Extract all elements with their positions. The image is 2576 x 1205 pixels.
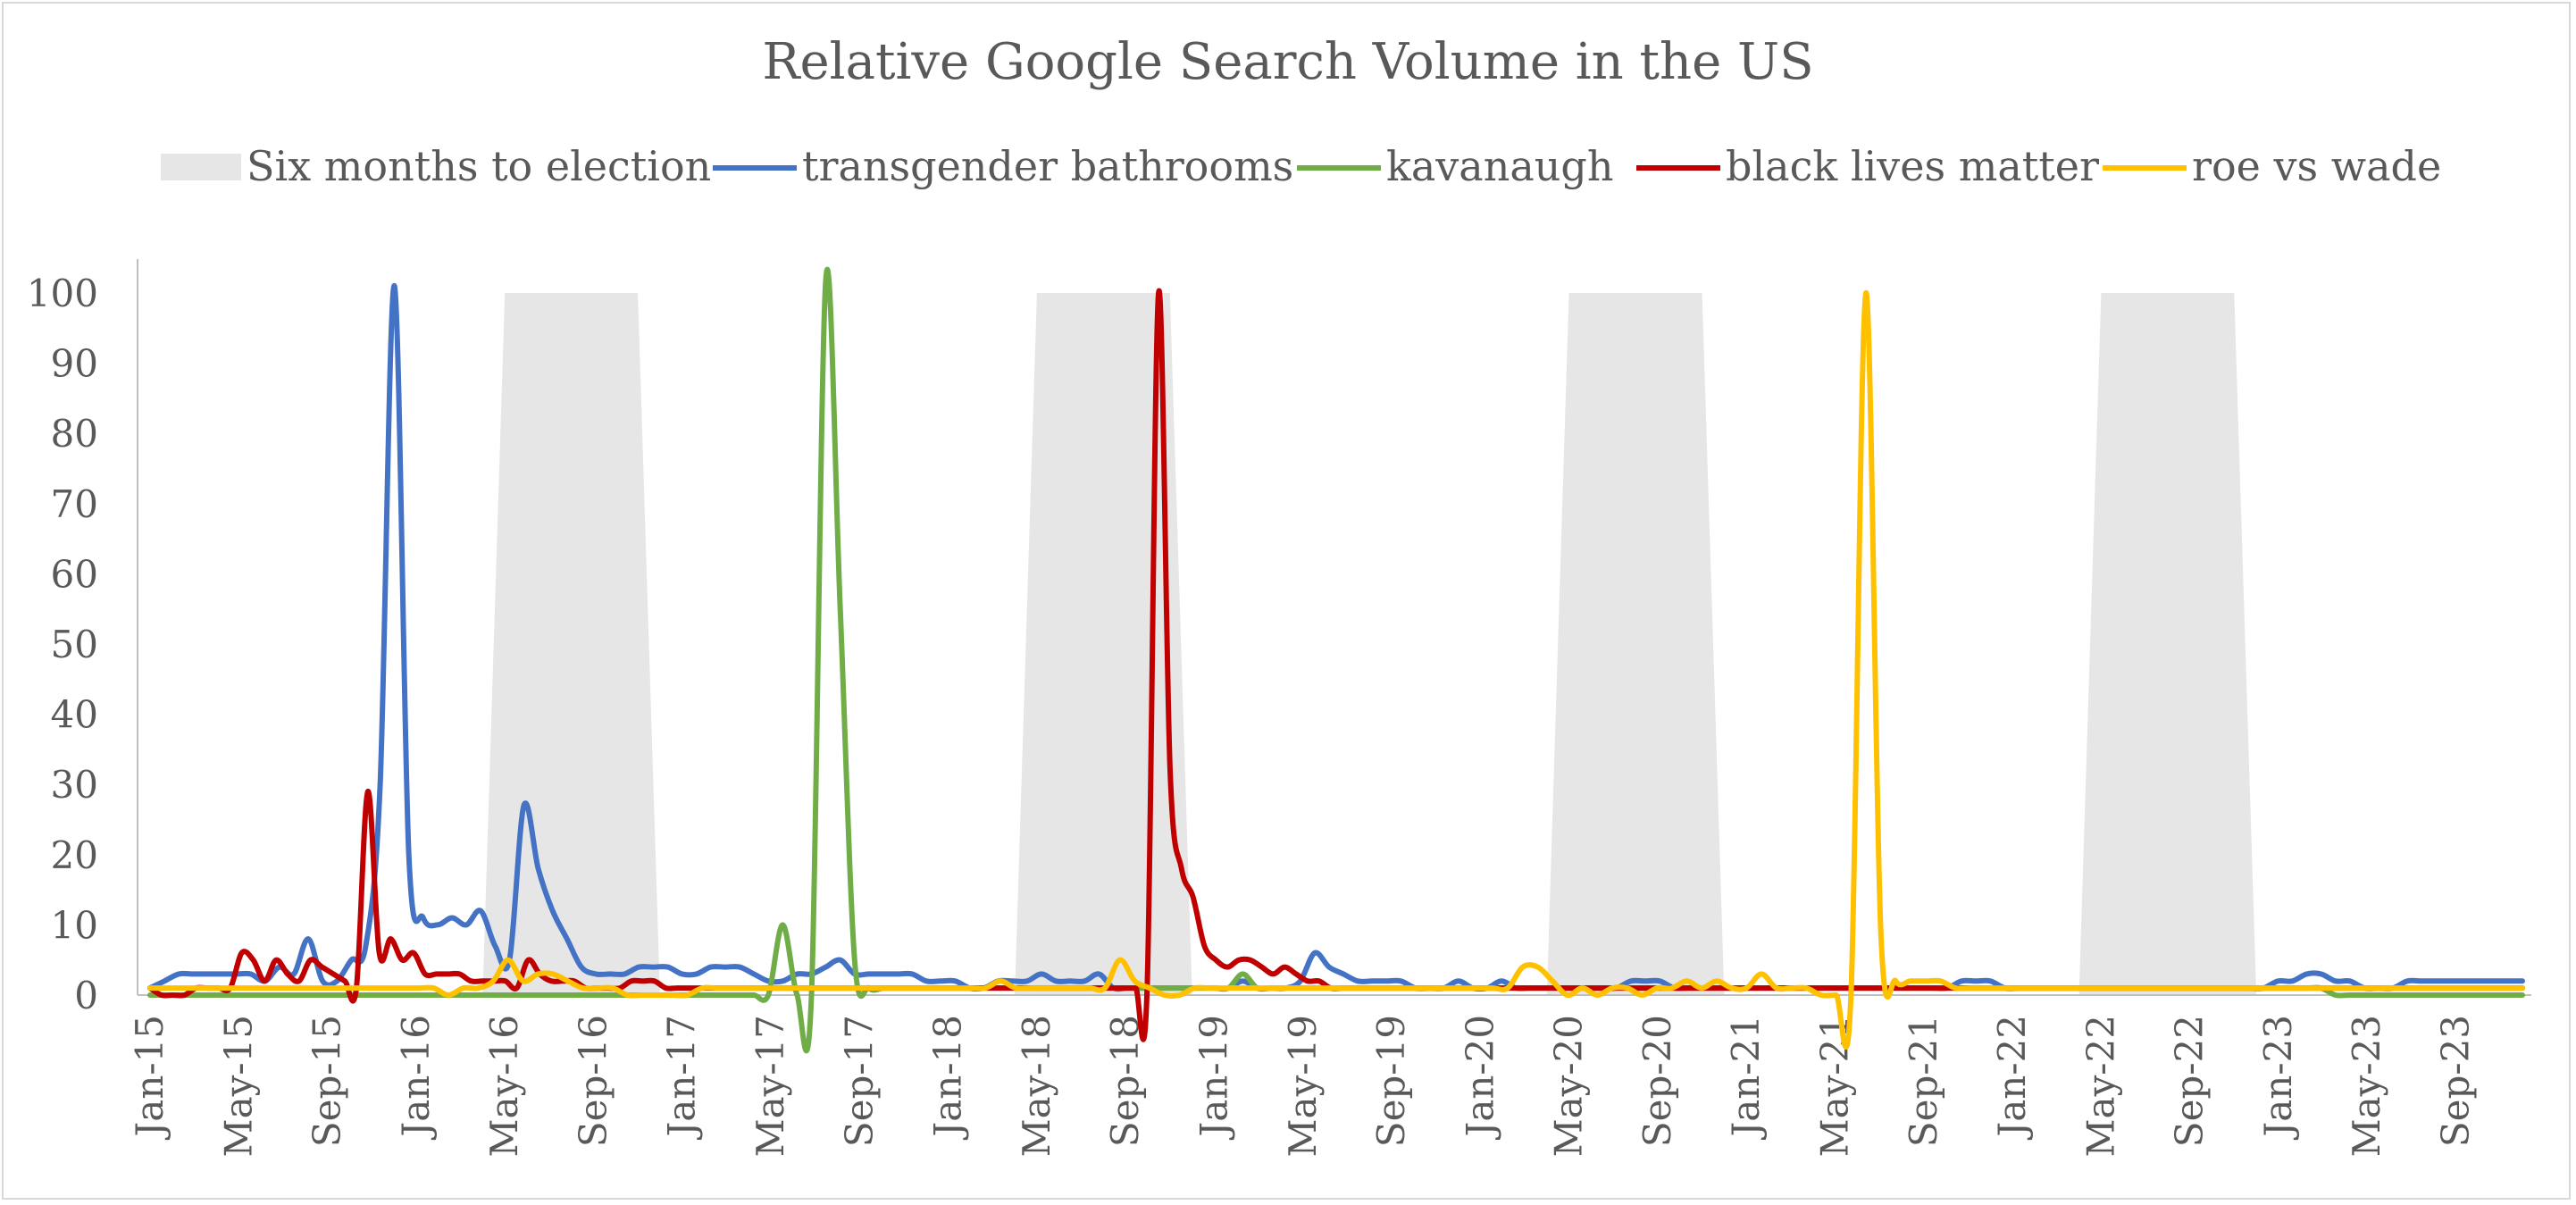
y-tick-label: 30 — [51, 763, 98, 807]
chart-title: Relative Google Search Volume in the US — [762, 33, 1813, 91]
plot-area: 0 10 20 30 40 50 60 70 80 90 100 Jan-15 May-15 Sep-15… — [27, 259, 2531, 1157]
legend-swatch-six-months — [161, 154, 241, 180]
y-tick-label: 50 — [51, 623, 98, 666]
x-tick-label: Sep-19 — [1369, 1015, 1413, 1147]
y-tick-label: 70 — [51, 482, 98, 526]
x-tick-label: Sep-17 — [837, 1015, 881, 1147]
election-shade-3 — [1546, 293, 1725, 995]
x-tick-label: Sep-16 — [571, 1015, 615, 1147]
x-tick-label: Jan-23 — [2256, 1015, 2300, 1141]
x-tick-label: May-22 — [2078, 1015, 2122, 1157]
y-tick-label: 20 — [51, 833, 98, 877]
y-tick-label: 10 — [51, 903, 98, 947]
y-tick-label: 90 — [51, 342, 98, 386]
x-tick-label: May-23 — [2345, 1015, 2388, 1157]
x-tick-label: May-20 — [1547, 1015, 1591, 1157]
legend: Six months to election transgender bathr… — [161, 142, 2441, 190]
x-tick-label: Jan-18 — [926, 1015, 970, 1141]
x-tick-label: Sep-15 — [305, 1015, 349, 1147]
x-tick-label: Sep-21 — [1902, 1015, 1945, 1147]
legend-label-transgender-bathrooms: transgender bathrooms — [802, 142, 1293, 190]
legend-label-six-months: Six months to election — [247, 142, 711, 190]
x-tick-label: Jan-15 — [128, 1015, 171, 1141]
x-tick-label: Sep-22 — [2168, 1015, 2212, 1147]
x-tick-label: May-15 — [216, 1015, 260, 1157]
election-shade-1 — [482, 293, 660, 995]
x-tick-label: May-19 — [1281, 1015, 1325, 1157]
y-tick-label: 80 — [51, 412, 98, 456]
legend-label-roe-vs-wade: roe vs wade — [2192, 142, 2441, 190]
x-tick-label: Jan-19 — [1192, 1015, 1236, 1141]
x-tick-label: May-18 — [1015, 1015, 1058, 1157]
x-tick-label: Jan-22 — [1990, 1015, 2034, 1141]
y-tick-label: 60 — [51, 552, 98, 596]
x-tick-label: Jan-17 — [660, 1015, 704, 1141]
y-tick-label: 40 — [51, 693, 98, 737]
x-tick-label: May-17 — [749, 1015, 792, 1157]
legend-label-black-lives-matter: black lives matter — [1726, 142, 2099, 190]
legend-label-kavanaugh: kavanaugh — [1386, 142, 1613, 190]
x-tick-label: Sep-20 — [1635, 1015, 1679, 1147]
x-tick-label: Jan-16 — [394, 1015, 438, 1141]
x-tick-label: Jan-20 — [1458, 1015, 1501, 1141]
x-tick-label: Sep-23 — [2434, 1015, 2478, 1147]
election-shade-4 — [2078, 293, 2257, 995]
y-tick-label: 0 — [74, 974, 98, 1017]
y-tick-label: 100 — [27, 272, 98, 315]
x-tick-label: May-16 — [482, 1015, 526, 1157]
x-tick-label: Jan-21 — [1724, 1015, 1768, 1141]
series-line-roe-vs-wade — [147, 289, 2525, 1050]
